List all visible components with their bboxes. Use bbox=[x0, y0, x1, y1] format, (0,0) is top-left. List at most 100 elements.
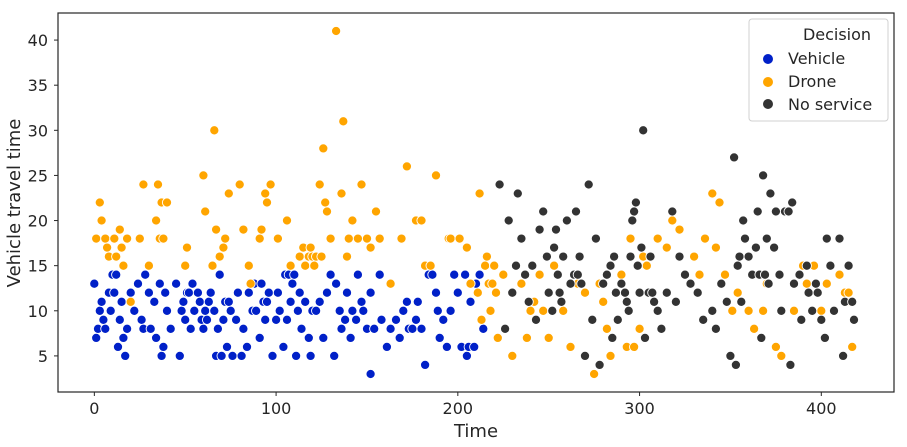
point-no-service bbox=[725, 350, 736, 361]
x-tick-label: 400 bbox=[806, 399, 837, 418]
point-vehicle bbox=[212, 323, 223, 334]
point-no-service bbox=[794, 269, 805, 280]
point-vehicle bbox=[187, 278, 198, 289]
point-vehicle bbox=[221, 341, 233, 352]
point-no-service bbox=[645, 251, 656, 262]
point-drone bbox=[472, 287, 483, 298]
point-no-service bbox=[765, 188, 776, 199]
point-vehicle bbox=[412, 296, 423, 307]
point-vehicle bbox=[192, 287, 203, 298]
point-vehicle bbox=[407, 323, 418, 334]
point-drone bbox=[181, 242, 193, 253]
point-vehicle bbox=[201, 314, 213, 325]
y-axis-label: Vehicle travel time bbox=[4, 119, 25, 288]
point-drone bbox=[489, 260, 500, 271]
point-no-service bbox=[558, 251, 569, 262]
point-drone bbox=[91, 233, 102, 244]
point-no-service bbox=[807, 305, 818, 316]
point-drone bbox=[325, 233, 336, 244]
point-vehicle bbox=[254, 332, 265, 343]
point-drone bbox=[220, 233, 231, 244]
point-drone bbox=[516, 278, 527, 289]
point-vehicle bbox=[256, 278, 267, 289]
point-no-service bbox=[756, 332, 767, 343]
point-vehicle bbox=[452, 287, 463, 298]
point-drone bbox=[743, 305, 754, 316]
point-no-service bbox=[523, 296, 534, 307]
point-vehicle bbox=[105, 305, 116, 316]
point-vehicle bbox=[311, 305, 322, 316]
point-no-service bbox=[834, 233, 845, 244]
point-no-service bbox=[583, 179, 594, 190]
point-no-service bbox=[527, 260, 538, 271]
point-vehicle bbox=[271, 314, 282, 325]
y-tick-label: 5 bbox=[38, 347, 48, 366]
point-vehicle bbox=[96, 296, 107, 307]
point-no-service bbox=[783, 206, 794, 217]
point-drone bbox=[843, 287, 854, 298]
point-no-service bbox=[732, 260, 743, 271]
point-vehicle bbox=[227, 350, 238, 361]
point-vehicle bbox=[294, 287, 305, 298]
point-no-service bbox=[625, 251, 636, 262]
point-drone bbox=[625, 233, 636, 244]
point-no-service bbox=[598, 278, 609, 289]
point-no-service bbox=[763, 278, 774, 289]
point-drone bbox=[558, 305, 569, 316]
point-vehicle bbox=[174, 350, 185, 361]
point-drone bbox=[821, 278, 832, 289]
point-vehicle bbox=[132, 278, 144, 289]
point-vehicle bbox=[438, 314, 449, 325]
point-no-service bbox=[785, 359, 796, 370]
point-vehicle bbox=[341, 287, 353, 298]
point-no-service bbox=[787, 197, 798, 208]
point-no-service bbox=[801, 260, 812, 271]
point-no-service bbox=[510, 260, 522, 271]
point-vehicle bbox=[100, 323, 111, 334]
point-vehicle bbox=[143, 287, 154, 298]
point-drone bbox=[365, 242, 376, 253]
point-drone bbox=[347, 215, 358, 226]
point-vehicle bbox=[285, 296, 296, 307]
legend-label-vehicle: Vehicle bbox=[788, 49, 845, 68]
point-no-service bbox=[579, 350, 591, 361]
point-drone bbox=[352, 233, 363, 244]
point-vehicle bbox=[432, 305, 443, 316]
point-vehicle bbox=[305, 350, 316, 361]
point-drone bbox=[749, 323, 760, 334]
point-drone bbox=[111, 251, 122, 262]
point-vehicle bbox=[336, 323, 347, 334]
point-vehicle bbox=[420, 359, 431, 370]
point-drone bbox=[143, 260, 154, 271]
point-no-service bbox=[601, 269, 612, 280]
point-no-service bbox=[774, 269, 785, 280]
point-vehicle bbox=[232, 287, 243, 298]
point-vehicle bbox=[410, 314, 422, 325]
point-no-service bbox=[667, 206, 678, 217]
point-vehicle bbox=[225, 305, 236, 316]
point-drone bbox=[374, 233, 385, 244]
point-drone bbox=[318, 143, 329, 154]
point-vehicle bbox=[460, 269, 471, 280]
point-drone bbox=[454, 233, 465, 244]
point-vehicle bbox=[461, 350, 472, 361]
point-drone bbox=[605, 350, 616, 361]
point-no-service bbox=[534, 224, 545, 235]
y-tick-label: 30 bbox=[28, 121, 48, 140]
point-drone bbox=[256, 224, 267, 235]
y-tick-label: 20 bbox=[28, 212, 48, 231]
point-drone bbox=[109, 233, 120, 244]
point-vehicle bbox=[94, 305, 105, 316]
point-vehicle bbox=[194, 296, 205, 307]
y-tick-label: 25 bbox=[28, 166, 48, 185]
point-vehicle bbox=[272, 287, 283, 298]
point-vehicle bbox=[89, 278, 100, 289]
point-vehicle bbox=[325, 269, 336, 280]
point-no-service bbox=[610, 287, 621, 298]
y-tick-label: 15 bbox=[28, 257, 48, 276]
point-drone bbox=[180, 260, 191, 271]
point-vehicle bbox=[321, 287, 333, 298]
point-no-service bbox=[629, 206, 640, 217]
point-drone bbox=[461, 242, 472, 253]
point-vehicle bbox=[231, 314, 242, 325]
